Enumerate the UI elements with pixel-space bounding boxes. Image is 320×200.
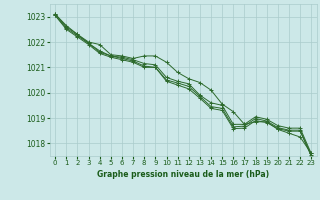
X-axis label: Graphe pression niveau de la mer (hPa): Graphe pression niveau de la mer (hPa): [97, 170, 269, 179]
